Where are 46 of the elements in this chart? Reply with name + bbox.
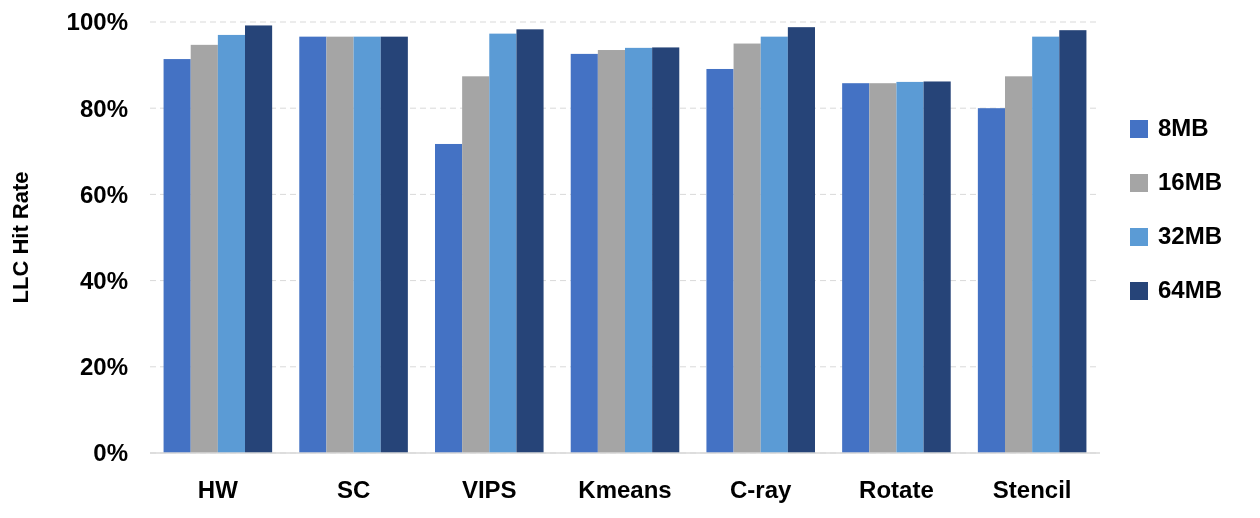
bar (380, 36, 408, 453)
bar (597, 50, 625, 453)
y-tick-label: 80% (79, 94, 128, 122)
bar (869, 83, 897, 453)
bar (163, 59, 191, 453)
y-tick-label: 0% (93, 439, 128, 467)
bar (706, 68, 734, 453)
bar (462, 76, 490, 453)
bar (896, 81, 924, 453)
x-tick-label: Stencil (992, 476, 1072, 503)
bar (570, 53, 598, 453)
legend-label: 32MB (1158, 222, 1223, 249)
bar (760, 36, 788, 453)
bar (977, 108, 1005, 453)
bar (1005, 76, 1033, 453)
x-tick-label: C-ray (730, 476, 793, 503)
x-tick-label: SC (336, 476, 371, 503)
bar (245, 25, 273, 453)
y-tick-label: 40% (79, 267, 128, 294)
y-tick-label: 60% (79, 180, 128, 208)
bar (1059, 30, 1087, 453)
legend-label: 64MB (1158, 276, 1223, 303)
bar (489, 33, 517, 453)
x-tick-label: Kmeans (578, 476, 672, 503)
x-tick-label: VIPS (461, 476, 517, 503)
bar (217, 34, 245, 453)
y-axis-title: LLC Hit Rate (8, 171, 33, 304)
bar (923, 81, 951, 453)
bar (1032, 36, 1060, 453)
bar (516, 29, 544, 453)
legend-label: 16MB (1158, 168, 1223, 195)
bar (787, 27, 815, 453)
y-tick-label: 100% (66, 8, 128, 36)
y-tick-label: 20% (79, 353, 128, 381)
bar (842, 83, 870, 453)
x-tick-label: Rotate (859, 476, 934, 503)
bar (299, 36, 327, 453)
bar (353, 36, 381, 453)
bar (733, 43, 761, 453)
bar (435, 143, 463, 453)
bar (190, 44, 218, 453)
legend-label: 8MB (1158, 114, 1209, 141)
x-tick-label: HW (197, 476, 239, 503)
bar (652, 47, 680, 453)
bar (326, 36, 354, 453)
bar (625, 47, 653, 453)
